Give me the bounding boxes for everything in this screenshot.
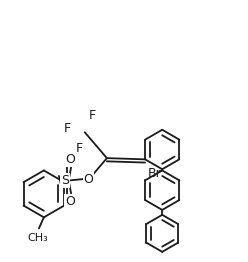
Text: O: O [65, 195, 75, 208]
Text: O: O [65, 153, 75, 166]
Text: CH₃: CH₃ [27, 233, 48, 243]
Text: F: F [76, 142, 83, 155]
Text: S: S [61, 174, 69, 187]
Text: Br: Br [148, 167, 161, 180]
Text: F: F [64, 122, 71, 135]
Text: F: F [89, 109, 95, 122]
Text: O: O [84, 173, 93, 185]
